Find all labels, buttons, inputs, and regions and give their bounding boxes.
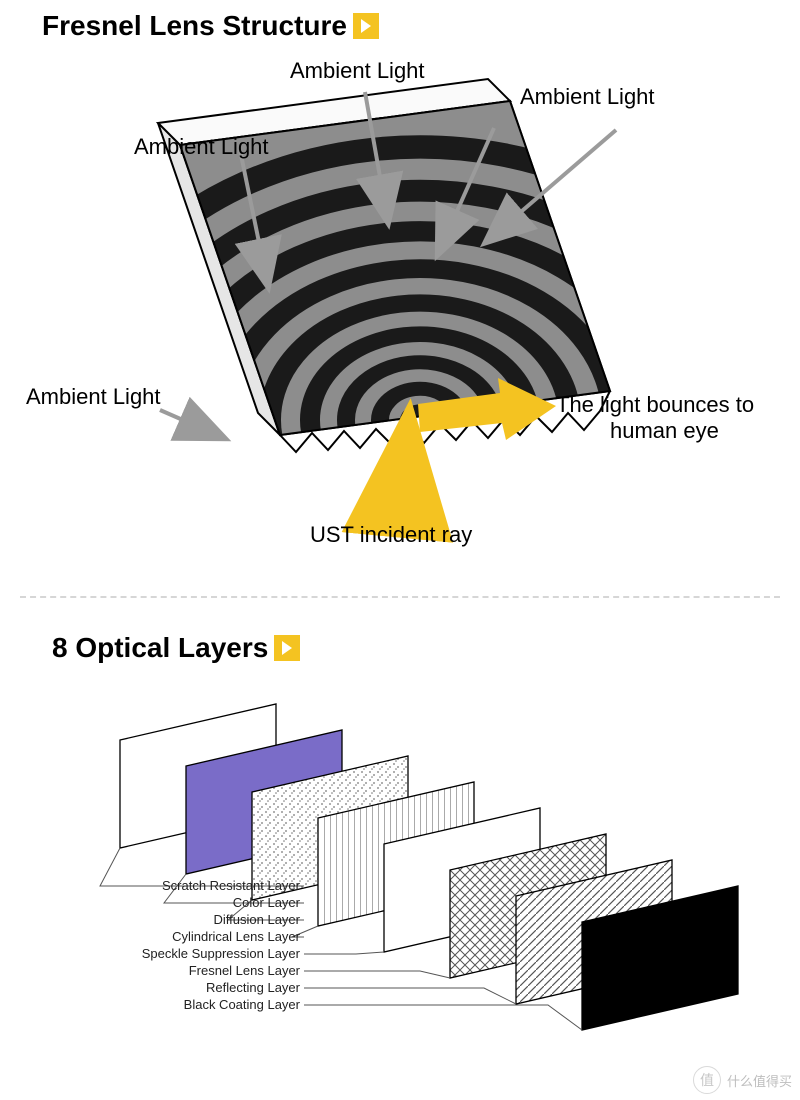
ambient-label-4: Ambient Light <box>26 384 161 410</box>
layer-label: Cylindrical Lens Layer <box>172 929 300 944</box>
ust-arrow <box>400 426 408 510</box>
layer-label: Diffusion Layer <box>214 912 300 927</box>
layers-diagram <box>0 610 800 1100</box>
ambient-label-3: Ambient Light <box>134 134 269 160</box>
bounce-label-line1: The light bounces to <box>556 392 754 418</box>
ust-label: UST incident ray <box>310 522 472 548</box>
watermark-icon: 值 <box>693 1066 721 1094</box>
watermark-text: 什么值得买 <box>727 1071 792 1090</box>
section-divider <box>20 596 780 598</box>
layer-label: Speckle Suppression Layer <box>142 946 300 961</box>
layer-label: Color Layer <box>233 895 300 910</box>
bounce-label-line2: human eye <box>610 418 719 444</box>
watermark: 值 什么值得买 <box>693 1066 792 1094</box>
layer-label: Fresnel Lens Layer <box>189 963 300 978</box>
ambient-label-2: Ambient Light <box>520 84 655 110</box>
layer-label: Scratch Resistant Layer <box>162 878 300 893</box>
layer-label: Reflecting Layer <box>206 980 300 995</box>
layer-label: Black Coating Layer <box>184 997 300 1012</box>
fresnel-section: Fresnel Lens Structure <box>0 0 800 590</box>
ambient-label-1: Ambient Light <box>290 58 425 84</box>
layers-section: 8 Optical Layers <box>0 610 800 1100</box>
fresnel-diagram <box>0 0 800 590</box>
